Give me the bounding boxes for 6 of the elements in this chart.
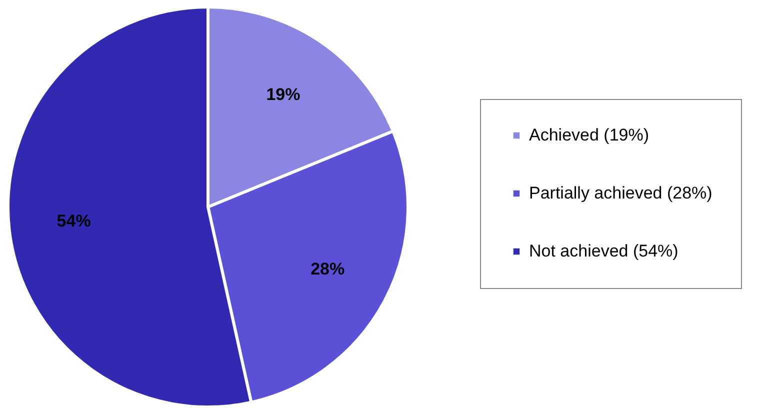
legend-label: Achieved (19%) <box>529 126 650 144</box>
legend-label: Not achieved (54%) <box>529 242 678 260</box>
legend-label: Partially achieved (28%) <box>529 184 712 202</box>
data-label: 54% <box>56 212 91 231</box>
data-label: 28% <box>310 260 345 279</box>
data-label: 19% <box>266 84 300 104</box>
